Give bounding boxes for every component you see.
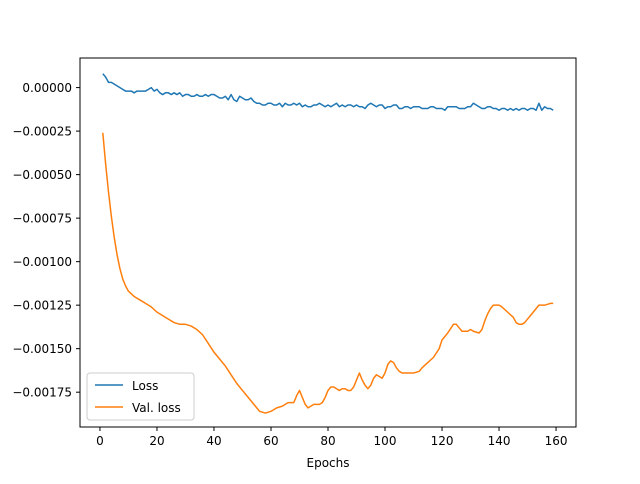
legend-label-val-loss: Val. loss (132, 401, 181, 415)
y-tick-label: −0.00100 (12, 255, 72, 269)
x-tick-label: 100 (374, 434, 397, 448)
y-tick-label: −0.00150 (12, 342, 72, 356)
y-tick-label: −0.00050 (12, 168, 72, 182)
legend-label-loss: Loss (132, 379, 158, 393)
y-tick-label: −0.00075 (12, 212, 72, 226)
x-tick-label: 0 (96, 434, 104, 448)
series-line-loss (102, 73, 554, 111)
legend: Loss Val. loss (86, 372, 195, 421)
y-tick-label: −0.00175 (12, 386, 72, 400)
y-tick-label: −0.00125 (12, 299, 72, 313)
x-tick-label: 160 (545, 434, 568, 448)
y-tick-label: 0.00000 (22, 81, 72, 95)
y-tick-label: −0.00025 (12, 125, 72, 139)
x-tick-label: 140 (488, 434, 511, 448)
x-tick-label: 20 (149, 434, 164, 448)
x-tick-label: 80 (320, 434, 335, 448)
x-axis-label: Epochs (307, 456, 350, 470)
series-line-val-loss (102, 132, 554, 414)
x-tick-label: 120 (431, 434, 454, 448)
x-tick-label: 40 (206, 434, 221, 448)
x-tick-label: 60 (263, 434, 278, 448)
